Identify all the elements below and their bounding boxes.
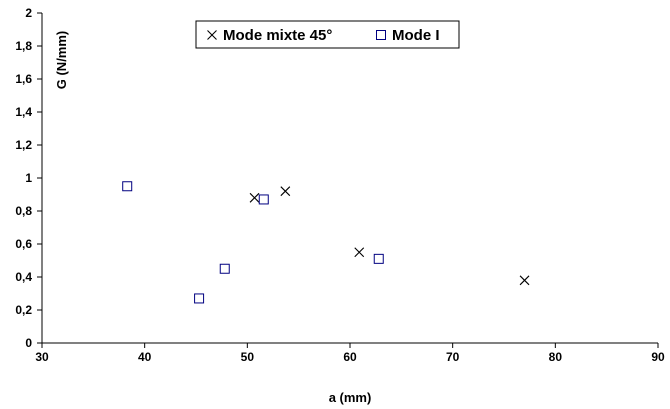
y-tick-label: 1 — [25, 171, 32, 185]
x-ticks: 30 40 50 60 70 80 90 — [35, 343, 665, 364]
y-tick-label: 1,4 — [15, 105, 32, 119]
y-tick-label: 0,6 — [15, 237, 32, 251]
data-points — [122, 181, 530, 304]
legend-marker-mode-mixte — [207, 30, 217, 40]
x-tick-label: 70 — [446, 350, 460, 364]
x-tick-label: 80 — [549, 350, 563, 364]
data-point-mode-i — [373, 253, 384, 264]
y-tick-label: 2 — [25, 6, 32, 20]
legend-label: Mode mixte 45° — [223, 27, 332, 44]
x-tick-label: 90 — [651, 350, 665, 364]
data-point-mode-i — [258, 194, 269, 205]
axes — [41, 13, 658, 344]
legend-label: Mode I — [392, 27, 440, 44]
x-tick-label: 60 — [343, 350, 357, 364]
data-point-mode-mixte — [519, 275, 530, 286]
data-point-mode-mixte — [249, 192, 260, 203]
x-tick-label: 30 — [35, 350, 49, 364]
data-point-mode-mixte — [354, 247, 365, 258]
y-tick-label: 0,8 — [15, 204, 32, 218]
legend-marker-mode-i — [376, 30, 386, 40]
y-tick-label: 1,6 — [15, 72, 32, 86]
data-point-mode-i — [194, 293, 205, 304]
y-ticks: 0 0,2 0,4 0,6 0,8 1 1,2 1,4 1,6 1,8 2 — [15, 6, 42, 350]
x-axis-label: a (mm) — [329, 390, 372, 405]
x-tick-label: 40 — [138, 350, 152, 364]
legend: Mode mixte 45° Mode I — [195, 20, 460, 49]
data-point-mode-i — [219, 263, 230, 274]
y-tick-label: 1,8 — [15, 39, 32, 53]
legend-box — [195, 20, 460, 49]
data-point-mode-mixte — [280, 186, 291, 197]
y-tick-label: 0,2 — [15, 303, 32, 317]
y-tick-label: 0 — [25, 336, 32, 350]
x-tick-label: 50 — [241, 350, 255, 364]
data-point-mode-i — [122, 181, 133, 192]
y-tick-label: 0,4 — [15, 270, 32, 284]
y-axis-label: G (N/mm) — [54, 31, 69, 90]
y-tick-label: 1,2 — [15, 138, 32, 152]
